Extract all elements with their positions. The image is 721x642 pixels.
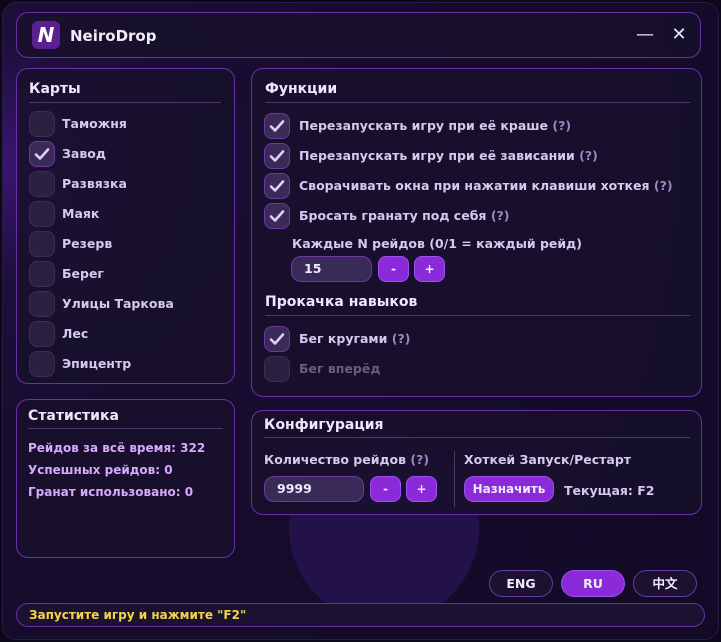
every-n-increment-button[interactable]: + (414, 256, 445, 282)
skill-item-checkbox (264, 356, 290, 382)
label-text: Улицы Таркова (62, 296, 174, 311)
functions-title: Функции (265, 81, 338, 97)
raids-count-label: Количество рейдов (?) (264, 452, 429, 467)
label-text: Перезапускать игру при её зависании (299, 148, 575, 163)
checkmark-icon (269, 180, 285, 192)
functions-panel: Функции Перезапускать игру при её краше … (251, 68, 702, 397)
skill-item-checkbox[interactable] (264, 326, 290, 352)
function-item-checkbox[interactable] (264, 203, 290, 229)
current-hotkey: Текущая: F2 (564, 483, 655, 498)
title-bar: N NeiroDrop — ✕ (16, 12, 701, 58)
label-text: Эпицентр (62, 356, 132, 371)
app-logo: N (32, 21, 60, 49)
label-text: Берег (62, 266, 104, 281)
map-item-checkbox[interactable] (29, 141, 55, 167)
help-icon[interactable]: (?) (490, 208, 510, 223)
map-item-checkbox[interactable] (29, 291, 55, 317)
map-item-label[interactable]: Таможня (62, 116, 127, 131)
function-item-label[interactable]: Сворачивать окна при нажатии клавиши хот… (299, 178, 673, 193)
map-item-label[interactable]: Развязка (62, 176, 127, 191)
minimize-icon[interactable]: — (636, 24, 654, 45)
function-item-label[interactable]: Бросать гранату под себя (?) (299, 208, 510, 223)
help-icon[interactable]: (?) (653, 178, 673, 193)
stat-grenades-used: Гранат использовано: 0 (28, 485, 194, 499)
language-button[interactable]: ENG (489, 570, 553, 597)
language-button[interactable]: 中文 (633, 570, 697, 597)
map-item-label[interactable]: Маяк (62, 206, 99, 221)
divider (264, 437, 690, 438)
function-item-label[interactable]: Перезапускать игру при её зависании (?) (299, 148, 598, 163)
map-item-label[interactable]: Эпицентр (62, 356, 131, 371)
skill-item-label[interactable]: Бег вперёд (299, 361, 380, 376)
config-title: Конфигурация (264, 417, 384, 433)
label-text: Бег кругами (299, 331, 388, 346)
divider (28, 428, 223, 429)
config-panel: Конфигурация Количество рейдов (?) 9999 … (251, 410, 702, 515)
label-text: Таможня (62, 116, 127, 131)
map-item-checkbox[interactable] (29, 351, 55, 377)
map-item-checkbox[interactable] (29, 261, 55, 287)
hotkey-label: Хоткей Запуск/Рестарт (464, 452, 632, 467)
help-icon[interactable]: (?) (552, 118, 572, 133)
map-item-label[interactable]: Берег (62, 266, 104, 281)
status-text: Запустите игру и нажмите "F2" (29, 608, 247, 622)
map-item-label[interactable]: Резерв (62, 236, 112, 251)
every-n-input[interactable]: 15 (291, 256, 372, 282)
assign-hotkey-button[interactable]: Назначить (464, 476, 554, 502)
maps-title: Карты (29, 81, 81, 97)
stats-panel: Статистика Рейдов за всё время: 322 Успе… (16, 399, 235, 558)
function-item-checkbox[interactable] (264, 173, 290, 199)
divider (454, 451, 455, 507)
function-item-checkbox[interactable] (264, 113, 290, 139)
status-bar: Запустите игру и нажмите "F2" (16, 603, 705, 627)
label-text: Сворачивать окна при нажатии клавиши хот… (299, 178, 650, 193)
checkmark-icon (34, 148, 50, 160)
every-n-label: Каждые N рейдов (0/1 = каждый рейд) (292, 236, 582, 251)
close-icon[interactable]: ✕ (671, 24, 687, 45)
map-item-label[interactable]: Лес (62, 326, 88, 341)
label-text: Развязка (62, 176, 127, 191)
divider (29, 102, 221, 103)
raids-increment-button[interactable]: + (406, 476, 437, 502)
checkmark-icon (269, 150, 285, 162)
checkmark-icon (269, 333, 285, 345)
app-title: NeiroDrop (70, 27, 157, 45)
map-item-checkbox[interactable] (29, 171, 55, 197)
help-icon[interactable]: (?) (579, 148, 598, 163)
divider (265, 315, 690, 316)
label-text: Маяк (62, 206, 100, 221)
label-text: Бросать гранату под себя (299, 208, 487, 223)
every-n-decrement-button[interactable]: - (378, 256, 409, 282)
checkmark-icon (269, 120, 285, 132)
skills-title: Прокачка навыков (265, 294, 418, 310)
raids-count-input[interactable]: 9999 (264, 476, 364, 502)
map-item-checkbox[interactable] (29, 231, 55, 257)
function-item-checkbox[interactable] (264, 143, 290, 169)
label-text: Лес (62, 326, 89, 341)
map-item-label[interactable]: Завод (62, 146, 106, 161)
map-item-label[interactable]: Улицы Таркова (62, 296, 174, 311)
label-text: Бег вперёд (299, 361, 381, 376)
language-button[interactable]: RU (561, 570, 625, 597)
help-icon[interactable]: (?) (391, 331, 411, 346)
stat-total-raids: Рейдов за всё время: 322 (28, 441, 206, 455)
label-text: Резерв (62, 236, 113, 251)
divider (265, 102, 690, 103)
raids-count-label-text: Количество рейдов (264, 452, 407, 467)
map-item-checkbox[interactable] (29, 321, 55, 347)
raids-decrement-button[interactable]: - (370, 476, 401, 502)
stat-successful-raids: Успешных рейдов: 0 (28, 463, 173, 477)
skill-item-label[interactable]: Бег кругами (?) (299, 331, 410, 346)
function-item-label[interactable]: Перезапускать игру при её краше (?) (299, 118, 571, 133)
checkmark-icon (269, 210, 285, 222)
label-text: Перезапускать игру при её краше (299, 118, 549, 133)
maps-panel: Карты Таможня Завод Развязка Маяк Резерв Бере… (16, 68, 235, 384)
stats-title: Статистика (28, 408, 119, 424)
map-item-checkbox[interactable] (29, 111, 55, 137)
label-text: Завод (62, 146, 106, 161)
map-item-checkbox[interactable] (29, 201, 55, 227)
help-icon[interactable]: (?) (410, 452, 430, 467)
